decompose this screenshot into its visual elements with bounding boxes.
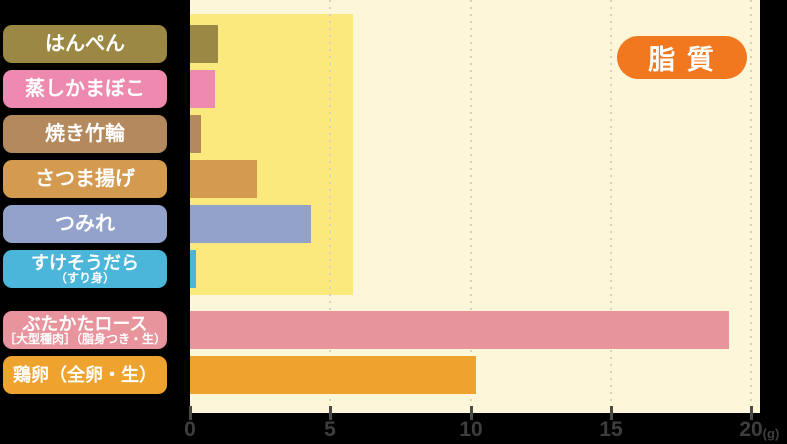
bar bbox=[190, 356, 476, 394]
bar bbox=[190, 70, 215, 108]
gridline bbox=[470, 0, 472, 413]
category-label-text: ぶたかたロース bbox=[22, 313, 148, 334]
fat-badge-label: 脂 質 bbox=[648, 45, 716, 75]
axis-tick bbox=[610, 406, 613, 420]
axis-tick-label: 15 bbox=[599, 418, 623, 441]
category-label: 蒸しかまぼこ bbox=[3, 70, 167, 108]
fat-badge: 脂 質 bbox=[617, 36, 747, 79]
category-label: さつま揚げ bbox=[3, 160, 167, 198]
axis-tick-label: 5 bbox=[324, 418, 336, 441]
gridline bbox=[750, 0, 752, 413]
axis-tick-label: 20 (g) bbox=[739, 418, 780, 441]
axis-unit-label: (g) bbox=[762, 426, 780, 441]
category-label-text: 蒸しかまぼこ bbox=[25, 77, 145, 100]
bar bbox=[190, 311, 729, 349]
category-label-text: さつま揚げ bbox=[35, 167, 135, 190]
category-label: すけそうだら （すり身） bbox=[3, 250, 167, 288]
axis-tick-label: 0 bbox=[184, 418, 196, 441]
category-label-text: すけそうだら bbox=[31, 252, 139, 273]
gridline bbox=[610, 0, 612, 413]
category-sublabel-text: ［大型種肉］（脂身つき・生） bbox=[3, 331, 166, 346]
category-label-text: つみれ bbox=[55, 212, 115, 235]
axis-tick bbox=[189, 406, 192, 420]
category-label: つみれ bbox=[3, 205, 167, 243]
axis-tick bbox=[750, 406, 753, 420]
category-label: ぶたかたロース ［大型種肉］（脂身つき・生） bbox=[3, 311, 167, 349]
category-label-text: 焼き竹輪 bbox=[45, 122, 125, 145]
bar bbox=[190, 115, 201, 153]
bar bbox=[190, 205, 311, 243]
bar bbox=[190, 250, 196, 288]
gridline bbox=[329, 0, 331, 413]
category-label-text: はんぺん bbox=[45, 32, 125, 55]
axis-tick-label: 10 bbox=[459, 418, 483, 441]
category-label: はんぺん bbox=[3, 25, 167, 63]
axis-tick bbox=[470, 406, 473, 420]
category-label-text: 鶏卵（全卵・生） bbox=[13, 364, 157, 385]
axis-tick bbox=[329, 406, 332, 420]
category-sublabel-text: （すり身） bbox=[54, 270, 115, 285]
category-label: 焼き竹輪 bbox=[3, 115, 167, 153]
bar bbox=[190, 25, 218, 63]
bar bbox=[190, 160, 257, 198]
category-label: 鶏卵（全卵・生） bbox=[3, 356, 167, 394]
